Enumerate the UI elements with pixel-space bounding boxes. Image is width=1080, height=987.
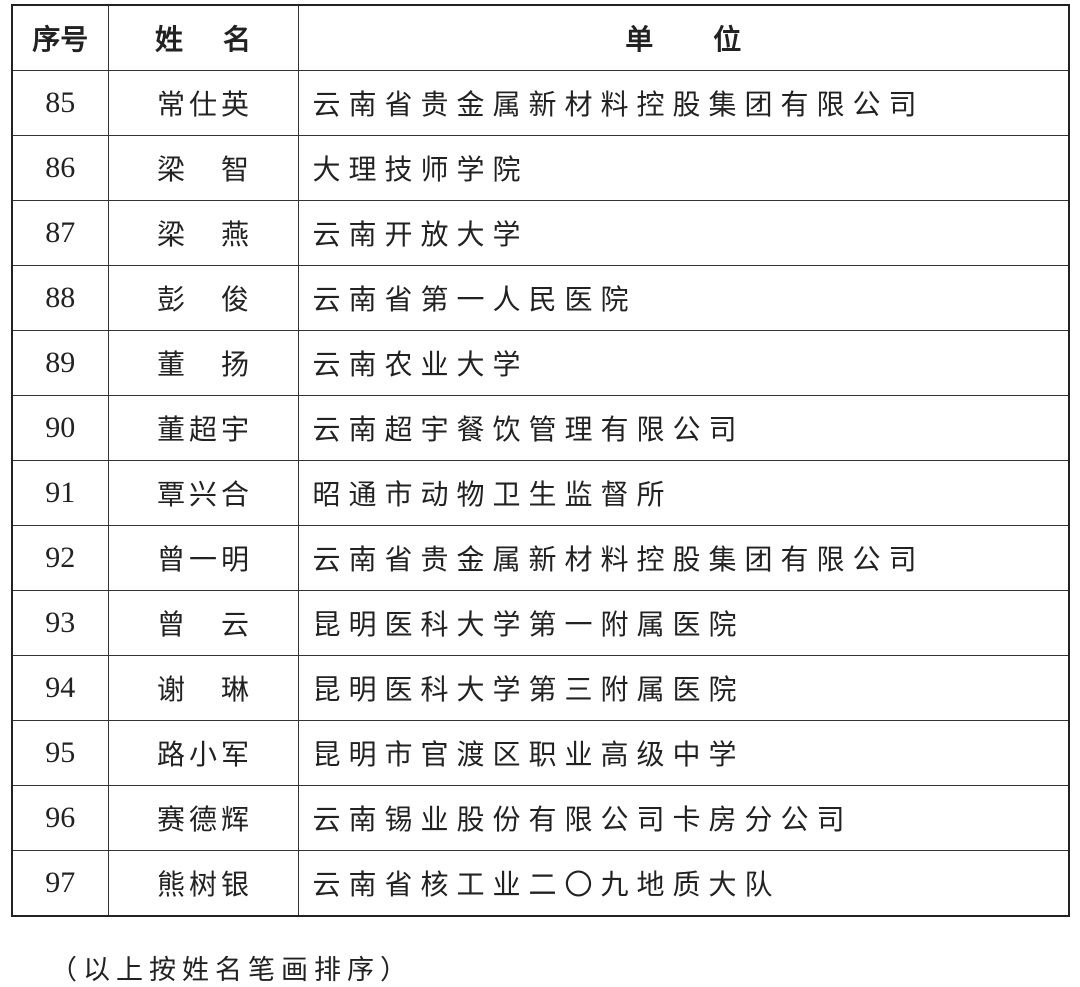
header-name-char: 名	[222, 23, 251, 56]
table-row: 97 熊树银 云南省核工业二〇九地质大队	[11, 850, 1070, 917]
row-index: 94	[11, 655, 109, 721]
row-index: 90	[11, 395, 109, 461]
row-unit: 云南省核工业二〇九地质大队	[297, 850, 1070, 917]
name-text: 熊树银	[156, 868, 253, 901]
row-name: 覃兴合	[107, 460, 299, 526]
name-text: 谢琳	[156, 673, 285, 706]
row-index: 85	[11, 70, 109, 136]
name-text: 常仕英	[156, 88, 253, 121]
row-unit: 云南超宇餐饮管理有限公司	[297, 395, 1070, 461]
row-name: 曾一明	[107, 525, 299, 591]
awardee-table: 序号 姓名 单位 85 常仕英 云南省贵金属新材料控股集团有限公司 86 梁智 大理技师学…	[11, 4, 1070, 917]
row-name: 梁智	[107, 135, 299, 201]
table-row: 94 谢琳 昆明医科大学第三附属医院	[11, 655, 1070, 721]
name-text: 赛德辉	[156, 803, 253, 836]
row-unit: 昆明市官渡区职业高级中学	[297, 720, 1070, 786]
row-index: 89	[11, 330, 109, 396]
row-name: 彭俊	[107, 265, 299, 331]
row-name: 谢琳	[107, 655, 299, 721]
table-row: 87 梁燕 云南开放大学	[11, 200, 1070, 266]
row-index: 97	[11, 850, 109, 917]
table-row: 85 常仕英 云南省贵金属新材料控股集团有限公司	[11, 70, 1070, 136]
table-header-row: 序号 姓名 单位	[11, 4, 1070, 71]
row-name: 董扬	[107, 330, 299, 396]
row-name: 常仕英	[107, 70, 299, 136]
row-unit: 云南农业大学	[297, 330, 1070, 396]
name-text: 路小军	[156, 738, 253, 771]
name-text: 曾云	[156, 608, 285, 641]
header-unit: 单位	[297, 4, 1070, 71]
row-name: 曾云	[107, 590, 299, 656]
table-row: 91 覃兴合 昭通市动物卫生监督所	[11, 460, 1070, 526]
row-name: 董超宇	[107, 395, 299, 461]
row-index: 88	[11, 265, 109, 331]
row-unit: 云南省第一人民医院	[297, 265, 1070, 331]
row-unit: 昆明医科大学第三附属医院	[297, 655, 1070, 721]
row-unit: 云南省贵金属新材料控股集团有限公司	[297, 70, 1070, 136]
row-index: 87	[11, 200, 109, 266]
name-text: 曾一明	[156, 543, 253, 576]
row-index: 95	[11, 720, 109, 786]
row-index: 92	[11, 525, 109, 591]
table-row: 93 曾云 昆明医科大学第一附属医院	[11, 590, 1070, 656]
table-row: 89 董扬 云南农业大学	[11, 330, 1070, 396]
row-name: 梁燕	[107, 200, 299, 266]
table-row: 92 曾一明 云南省贵金属新材料控股集团有限公司	[11, 525, 1070, 591]
name-text: 梁智	[156, 153, 285, 186]
table-row: 90 董超宇 云南超宇餐饮管理有限公司	[11, 395, 1070, 461]
name-text: 董扬	[156, 348, 285, 381]
name-text: 董超宇	[156, 413, 253, 446]
row-index: 93	[11, 590, 109, 656]
row-unit: 大理技师学院	[297, 135, 1070, 201]
sort-note: （以上按姓名笔画排序）	[50, 955, 413, 986]
row-name: 熊树银	[107, 850, 299, 917]
header-name-char: 姓	[155, 23, 184, 56]
row-index: 96	[11, 785, 109, 851]
header-name: 姓名	[107, 4, 299, 71]
row-name: 赛德辉	[107, 785, 299, 851]
row-unit: 云南锡业股份有限公司卡房分公司	[297, 785, 1070, 851]
row-index: 91	[11, 460, 109, 526]
table-row: 86 梁智 大理技师学院	[11, 135, 1070, 201]
table-row: 96 赛德辉 云南锡业股份有限公司卡房分公司	[11, 785, 1070, 851]
row-unit: 云南省贵金属新材料控股集团有限公司	[297, 525, 1070, 591]
row-unit: 昆明医科大学第一附属医院	[297, 590, 1070, 656]
name-text: 梁燕	[156, 218, 285, 251]
row-unit: 云南开放大学	[297, 200, 1070, 266]
row-unit: 昭通市动物卫生监督所	[297, 460, 1070, 526]
table-row: 95 路小军 昆明市官渡区职业高级中学	[11, 720, 1070, 786]
row-name: 路小军	[107, 720, 299, 786]
table-row: 88 彭俊 云南省第一人民医院	[11, 265, 1070, 331]
header-index: 序号	[11, 4, 109, 71]
row-index: 86	[11, 135, 109, 201]
name-text: 覃兴合	[156, 478, 253, 511]
name-text: 彭俊	[156, 283, 285, 316]
